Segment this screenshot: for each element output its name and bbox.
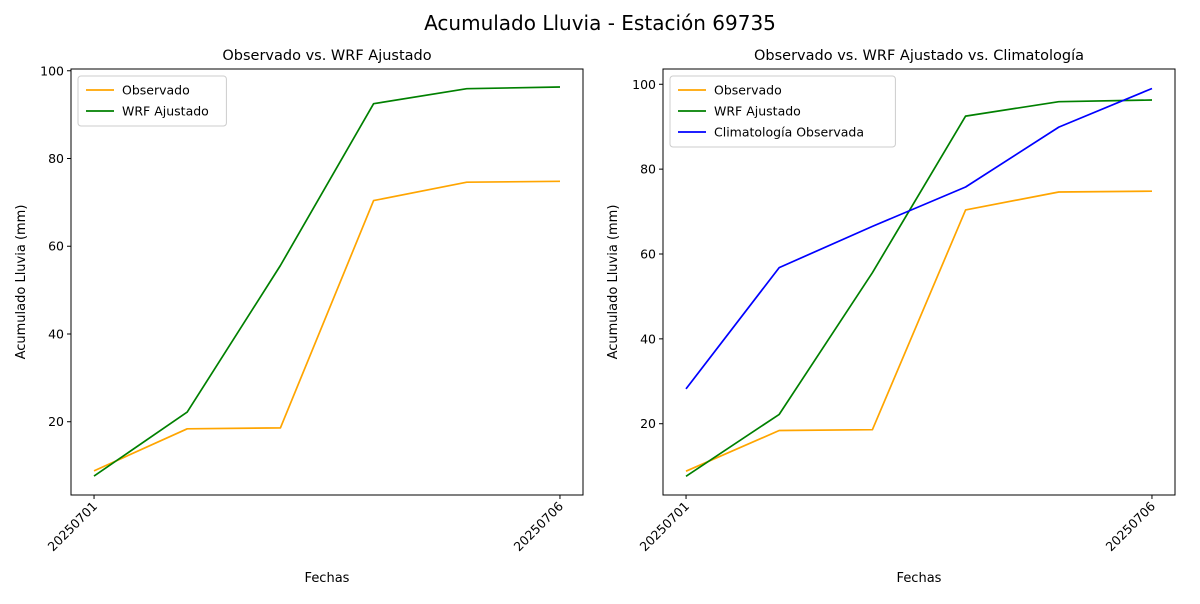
y-tick-label: 100 bbox=[40, 63, 64, 78]
plot-area bbox=[662, 68, 1176, 496]
x-tick-label: 20250706 bbox=[1102, 498, 1158, 554]
y-tick-label: 100 bbox=[632, 77, 656, 92]
x-axis-label: Fechas bbox=[897, 571, 942, 586]
legend-label: WRF Ajustado bbox=[714, 104, 801, 119]
y-tick-label: 20 bbox=[48, 414, 64, 429]
series-line-1 bbox=[685, 190, 1153, 472]
y-axis-label: Acumulado Lluvia (mm) bbox=[14, 205, 29, 360]
legend-label: WRF Ajustado bbox=[122, 104, 209, 119]
chart-left: Observado vs. WRF Ajustado 20 40 60 80 100 202… bbox=[14, 48, 584, 586]
chart-title: Observado vs. WRF Ajustado bbox=[222, 48, 431, 64]
y-tick-label: 80 bbox=[640, 162, 656, 177]
x-axis-label: Fechas bbox=[305, 571, 350, 586]
series-line-3 bbox=[685, 87, 1153, 390]
plot-area bbox=[70, 68, 584, 496]
y-tick-label: 60 bbox=[640, 246, 656, 261]
x-tick-label: 20250701 bbox=[637, 499, 693, 555]
chart-title: Observado vs. WRF Ajustado vs. Climatolo… bbox=[754, 48, 1084, 64]
legend-label: Observado bbox=[122, 83, 190, 98]
y-tick-label: 40 bbox=[640, 331, 656, 346]
x-tick-label: 20250706 bbox=[510, 498, 566, 554]
figure-title: Acumulado Lluvia - Estación 69735 bbox=[424, 11, 776, 35]
legend bbox=[77, 75, 227, 127]
series-line-2 bbox=[93, 86, 561, 477]
chart-right: Observado vs. WRF Ajustado vs. Climatolo… bbox=[606, 48, 1176, 586]
x-tick-label: 20250701 bbox=[45, 499, 101, 555]
y-tick-label: 20 bbox=[640, 416, 656, 431]
series-line-2 bbox=[685, 99, 1153, 478]
y-axis-label: Acumulado Lluvia (mm) bbox=[606, 205, 621, 360]
legend-label: Observado bbox=[714, 83, 782, 98]
y-tick-label: 60 bbox=[48, 239, 64, 254]
legend-label: Climatología Observada bbox=[714, 125, 864, 140]
legend bbox=[669, 75, 896, 148]
series-line-1 bbox=[93, 180, 561, 472]
y-tick-label: 80 bbox=[48, 151, 64, 166]
y-tick-label: 40 bbox=[48, 326, 64, 341]
